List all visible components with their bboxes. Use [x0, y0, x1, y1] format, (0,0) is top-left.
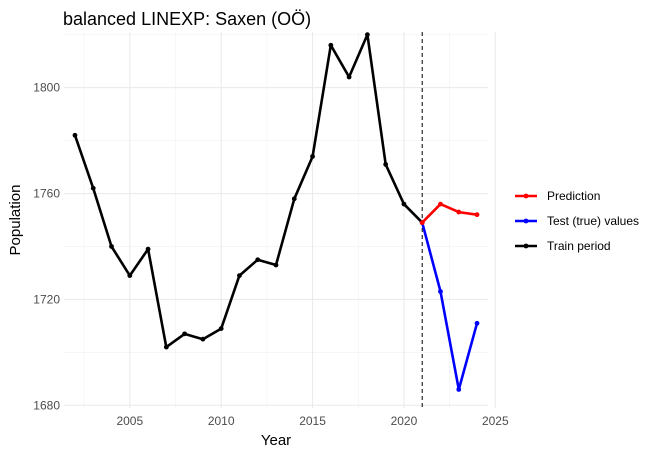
y-tick-label: 1720 [33, 292, 60, 306]
data-point [346, 74, 352, 80]
data-point [145, 246, 151, 252]
series-train-period [72, 32, 425, 350]
x-tick-label: 2025 [482, 414, 509, 428]
data-point [474, 212, 480, 218]
x-tick-label: 2005 [116, 414, 143, 428]
legend-key-point [523, 193, 529, 199]
data-point [310, 154, 315, 159]
grid [64, 32, 496, 408]
data-point [456, 387, 462, 392]
y-tick-label: 1800 [33, 81, 60, 95]
legend-label: Test (true) values [547, 214, 639, 228]
series-layer [72, 32, 480, 392]
x-tick-label: 2015 [299, 414, 326, 428]
legend-item: Test (true) values [515, 214, 639, 228]
data-point [127, 273, 133, 279]
data-point [218, 326, 224, 331]
legend-label: Train period [547, 239, 611, 253]
x-tick-label: 2010 [208, 414, 235, 428]
legend-item: Train period [515, 239, 611, 253]
y-tick-label: 1680 [33, 398, 60, 412]
legend: Prediction Test (true) values Train period [515, 189, 639, 253]
y-tick-label: 1760 [33, 187, 60, 201]
data-point [291, 196, 297, 202]
series-line [420, 222, 479, 391]
data-point [90, 185, 96, 191]
legend-key-point [523, 243, 529, 249]
data-point [456, 209, 462, 215]
data-point [401, 201, 407, 207]
data-point [109, 244, 114, 249]
data-point [474, 320, 480, 326]
series-line [73, 33, 424, 349]
legend-key-point [523, 218, 529, 224]
chart-title: balanced LINEXP: Saxen (OÖ) [63, 9, 311, 29]
data-point [72, 132, 78, 138]
series-line [421, 202, 478, 224]
data-point [237, 273, 242, 279]
data-point [438, 201, 443, 207]
y-axis-label: Population [7, 185, 24, 256]
data-point [328, 42, 334, 48]
data-point [200, 336, 206, 342]
data-point [255, 257, 261, 263]
data-point [383, 161, 389, 167]
data-point [163, 344, 169, 350]
data-point [438, 289, 443, 294]
legend-item: Prediction [515, 189, 600, 203]
series-prediction [419, 201, 480, 226]
data-point [182, 331, 188, 337]
data-point [273, 262, 279, 268]
legend-label: Prediction [547, 189, 600, 203]
data-point [419, 220, 425, 226]
x-tick-label: 2020 [391, 414, 418, 428]
axes: 2005 2010 2015 2020 2025 1680 1720 1760 1800 [33, 81, 509, 428]
data-point [364, 32, 370, 38]
x-axis-label: Year [261, 432, 291, 449]
